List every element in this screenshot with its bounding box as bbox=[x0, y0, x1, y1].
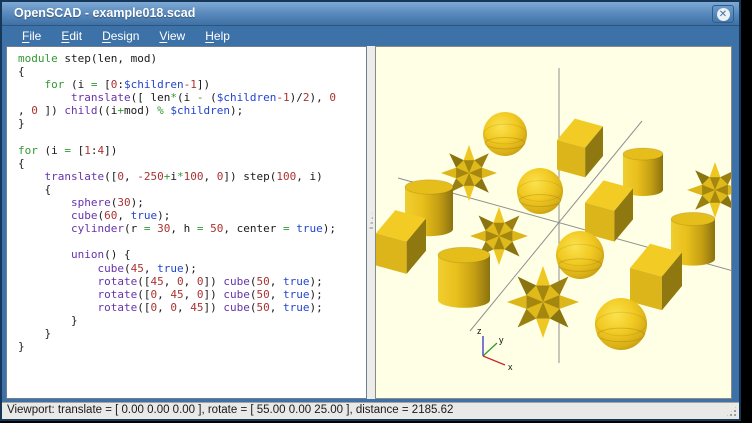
code-line: { bbox=[18, 182, 52, 196]
shape-cube bbox=[557, 118, 603, 178]
axis-label-y: y bbox=[499, 335, 504, 345]
shape-cyl bbox=[622, 147, 664, 196]
viewport-status-text: Viewport: translate = [ 0.00 0.00 0.00 ]… bbox=[7, 404, 454, 416]
axis-indicator: z y x bbox=[477, 326, 513, 372]
code-line bbox=[18, 235, 366, 248]
menu-design[interactable]: Design bbox=[102, 29, 140, 43]
title-bar[interactable]: OpenSCAD - example018.scad ✕ bbox=[2, 2, 739, 26]
code-line: cube(45, true); bbox=[97, 261, 197, 275]
code-line: for (i = [0:$children-1]) bbox=[44, 78, 211, 92]
shape-cube bbox=[585, 180, 633, 242]
code-line: cylinder(r = 30, h = 50, center = true); bbox=[70, 222, 336, 236]
code-line: sphere(30); bbox=[70, 196, 144, 210]
close-button[interactable]: ✕ bbox=[712, 5, 734, 23]
code-line: { bbox=[18, 156, 25, 170]
3d-viewport[interactable]: z y x bbox=[375, 46, 732, 399]
code-line: { bbox=[18, 65, 25, 79]
code-line: rotate([0, 0, 45]) cube(50, true); bbox=[97, 300, 323, 314]
menu-edit[interactable]: Edit bbox=[61, 29, 83, 43]
3d-scene: z y x bbox=[376, 68, 731, 372]
code-area: module step(len, mod){ for (i = [0:$chil… bbox=[7, 47, 366, 353]
code-line: , 0 ]) child((i+mod) % $children); bbox=[18, 104, 244, 118]
code-line: rotate([45, 0, 0]) cube(50, true); bbox=[97, 274, 323, 288]
code-line: } bbox=[18, 313, 78, 327]
code-line: union() { bbox=[70, 248, 131, 262]
code-line: translate([ len*(i - ($children-1)/2), 0 bbox=[70, 91, 336, 105]
shape-star bbox=[441, 145, 497, 201]
axis-line bbox=[469, 120, 643, 332]
code-line: module step(len, mod) bbox=[18, 52, 158, 65]
menu-bar: File Edit Design View Help bbox=[2, 26, 739, 46]
axis-label-x: x bbox=[508, 362, 513, 372]
shape-cube bbox=[376, 210, 426, 274]
splitter-grip-icon bbox=[369, 212, 373, 230]
code-line: translate([0, -250+i*100, 0]) step(100, … bbox=[44, 169, 323, 183]
shape-cube bbox=[630, 243, 682, 311]
menu-view[interactable]: View bbox=[159, 29, 186, 43]
code-line: } bbox=[18, 326, 52, 340]
shape-star bbox=[687, 162, 731, 218]
shape-sphere bbox=[556, 231, 604, 279]
shape-cyl bbox=[437, 246, 491, 308]
menu-file[interactable]: File bbox=[22, 29, 42, 43]
shape-sphere bbox=[483, 112, 527, 156]
menu-help[interactable]: Help bbox=[205, 29, 230, 43]
shape-sphere bbox=[517, 168, 563, 214]
shape-star bbox=[507, 266, 579, 338]
axis-arm-y bbox=[482, 342, 498, 357]
code-editor[interactable]: module step(len, mod){ for (i = [0:$chil… bbox=[6, 46, 367, 399]
code-line: cube(60, true); bbox=[70, 209, 171, 223]
code-line: rotate([0, 45, 0]) cube(50, true); bbox=[97, 287, 323, 301]
code-line: } bbox=[18, 340, 25, 354]
shape-star bbox=[470, 207, 528, 265]
code-line: for (i = [1:4]) bbox=[18, 143, 118, 157]
close-icon: ✕ bbox=[716, 7, 730, 21]
resize-grip[interactable] bbox=[725, 405, 738, 418]
code-line: } bbox=[18, 117, 25, 131]
shape-sphere bbox=[595, 298, 647, 350]
panel-splitter[interactable] bbox=[367, 46, 375, 399]
window-title: OpenSCAD - example018.scad bbox=[14, 6, 196, 20]
axis-arm-x bbox=[482, 355, 506, 366]
status-bar: Viewport: translate = [ 0.00 0.00 0.00 ]… bbox=[2, 402, 739, 419]
axis-label-z: z bbox=[477, 326, 482, 336]
code-line bbox=[18, 131, 366, 144]
